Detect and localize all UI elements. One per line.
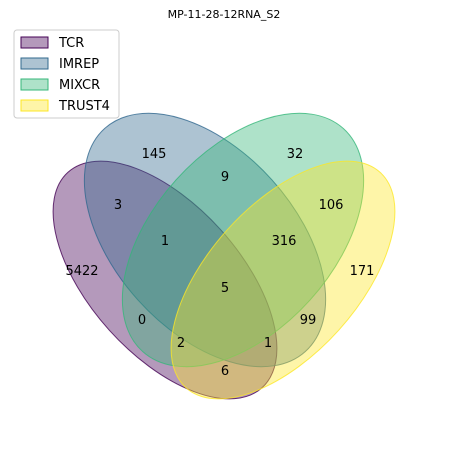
count-tcr-imrep-mixcr: 1 [161, 234, 169, 249]
ellipse-tcr [52, 160, 278, 400]
set-ellipses [52, 112, 396, 400]
legend-swatch-mixcr [20, 78, 49, 91]
ellipse-trust4 [170, 160, 396, 400]
legend-entry-tcr: TCR [20, 36, 84, 51]
legend-label-imrep: IMREP [59, 57, 99, 72]
chart-title: MP-11-28-12RNA_S2 [168, 8, 281, 21]
count-tcr-imrep: 3 [114, 198, 122, 213]
count-tcr-only: 5422 [65, 264, 98, 279]
count-tcr-mixcr-trust4: 2 [177, 336, 185, 351]
legend-label-mixcr: MIXCR [59, 78, 100, 93]
count-imrep-mixcr: 9 [221, 170, 229, 185]
region-counts: 5422 145 32 171 3 9 106 1 316 5 0 99 2 1… [65, 147, 374, 379]
legend-entry-trust4: TRUST4 [20, 99, 110, 114]
legend-swatch-imrep [20, 57, 49, 70]
legend-swatch-trust4 [20, 99, 49, 112]
legend-label-tcr: TCR [58, 36, 84, 51]
ellipse-imrep [83, 112, 327, 368]
count-trust4-only: 171 [350, 264, 375, 279]
count-imrep-only: 145 [142, 147, 167, 162]
count-imrep-mixcr-trust4: 316 [272, 234, 297, 249]
count-all-four: 5 [221, 281, 229, 296]
legend-label-trust4: TRUST4 [58, 99, 110, 114]
legend: TCR IMREP MIXCR TRUST4 [13, 29, 120, 119]
ellipse-mixcr [121, 112, 365, 368]
count-mixcr-trust4: 106 [319, 198, 344, 213]
count-imrep-trust4: 99 [300, 313, 317, 328]
legend-entry-imrep: IMREP [20, 57, 99, 72]
legend-entry-mixcr: MIXCR [20, 78, 100, 93]
count-tcr-mixcr: 0 [138, 313, 146, 328]
legend-swatch-tcr [20, 36, 49, 49]
count-tcr-imrep-trust4: 1 [264, 336, 272, 351]
legend-frame [13, 29, 120, 119]
count-mixcr-only: 32 [287, 147, 304, 162]
count-tcr-trust4: 6 [221, 364, 229, 379]
